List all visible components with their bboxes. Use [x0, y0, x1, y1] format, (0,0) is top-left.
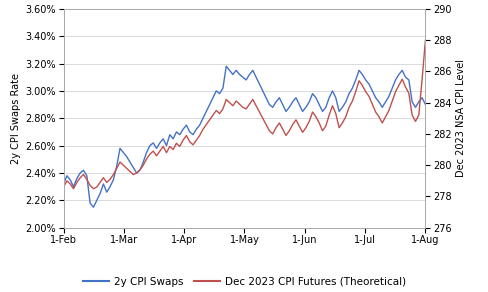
Legend: 2y CPI Swaps, Dec 2023 CPI Futures (Theoretical): 2y CPI Swaps, Dec 2023 CPI Futures (Theo… — [79, 272, 409, 291]
Y-axis label: 2y CPI Swaps Rate: 2y CPI Swaps Rate — [11, 73, 21, 164]
Y-axis label: Dec 2023 NSA CPI Level: Dec 2023 NSA CPI Level — [455, 59, 465, 177]
